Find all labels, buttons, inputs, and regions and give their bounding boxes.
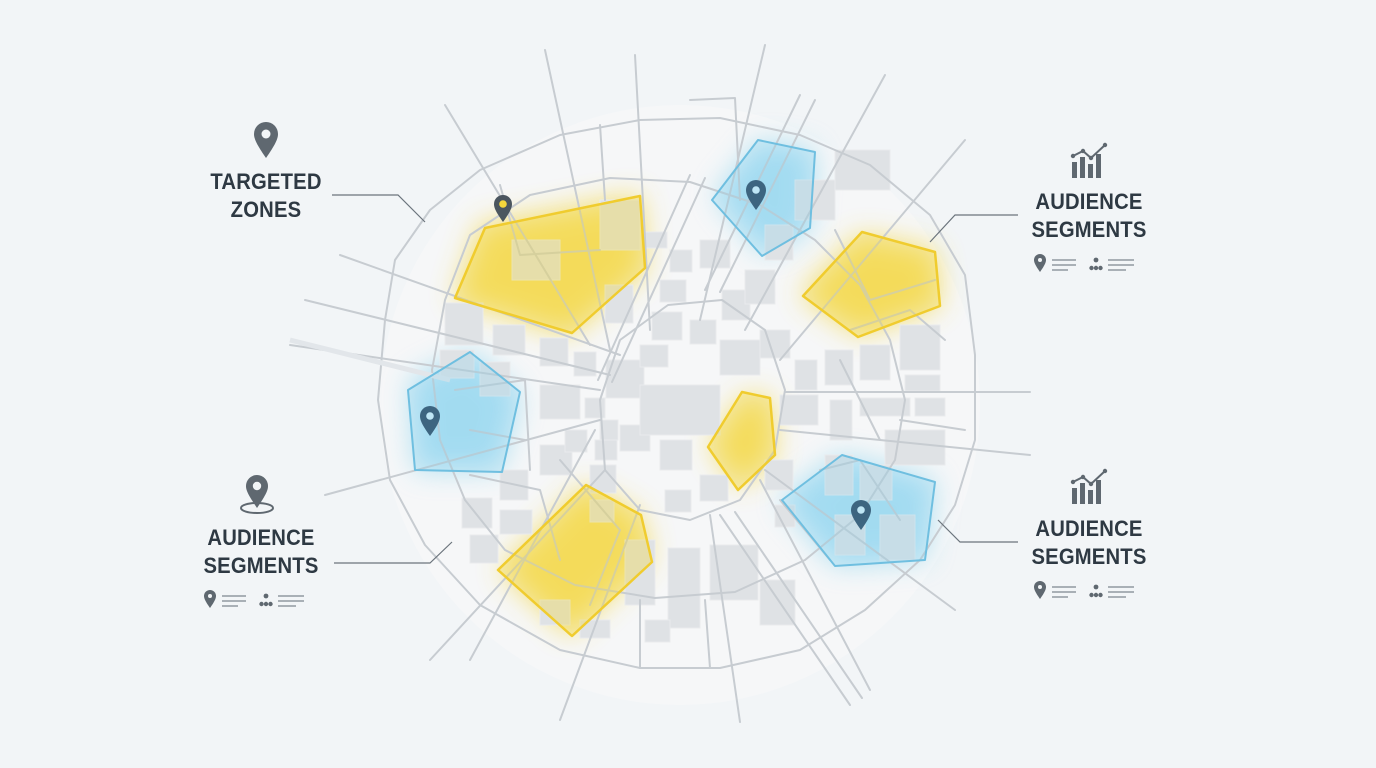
zone-pins [420, 180, 871, 530]
audience-segments-bottom-right-label: AUDIENCE SEGMENTS [1020, 515, 1158, 571]
audience-segments-left-label: AUDIENCE SEGMENTS [192, 524, 330, 580]
meta-row-audience-top-right [1034, 254, 1134, 272]
yellow-zone-east [801, 230, 942, 339]
label-line: SEGMENTS [1031, 544, 1147, 569]
targeted-zones-label: TARGETED ZONES [202, 168, 331, 224]
map-pin-icon [420, 406, 440, 436]
audience-segments-top-right-label: AUDIENCE SEGMENTS [1020, 188, 1158, 244]
map-pin-ring-icon [240, 475, 274, 514]
yellow-zone-outlines [453, 194, 942, 638]
highway-left [289, 337, 451, 383]
label-line: AUDIENCE [1035, 189, 1143, 214]
hierarchy-icon [259, 593, 273, 607]
yellow-zone-center [706, 390, 777, 492]
label-line: AUDIENCE [1035, 516, 1143, 541]
label-line: ZONES [230, 197, 302, 222]
street-network [289, 44, 1031, 723]
label-line: AUDIENCE [207, 525, 315, 550]
hierarchy-icon [1089, 257, 1103, 271]
pin-icon [204, 590, 216, 608]
pin-icon [1034, 581, 1046, 599]
map-pin-icon [494, 195, 512, 222]
leader-lines [332, 194, 1018, 564]
meta-row-audience-bottom-right [1034, 581, 1134, 599]
bar-chart-trend-icon [1070, 142, 1108, 178]
blue-zone-west [407, 351, 521, 473]
map-pin-icon [851, 500, 871, 530]
yellow-zone-north [453, 194, 647, 335]
label-line: TARGETED [210, 169, 322, 194]
bar-chart-trend-icon [1070, 468, 1108, 504]
label-line: SEGMENTS [1031, 217, 1147, 242]
hierarchy-icon [1089, 584, 1103, 598]
label-line: SEGMENTS [203, 553, 319, 578]
meta-row-audience-left [204, 590, 304, 608]
leader-line-targeted-zones [332, 194, 426, 223]
map-pin-icon [746, 180, 766, 210]
map-pin-icon [254, 122, 278, 158]
leader-line-audience-bottom-right [937, 519, 1018, 543]
yellow-zone-south [496, 483, 654, 638]
leader-line-audience-left [334, 541, 453, 564]
leader-line-audience-top-right [929, 214, 1018, 243]
pin-icon [1034, 254, 1046, 272]
